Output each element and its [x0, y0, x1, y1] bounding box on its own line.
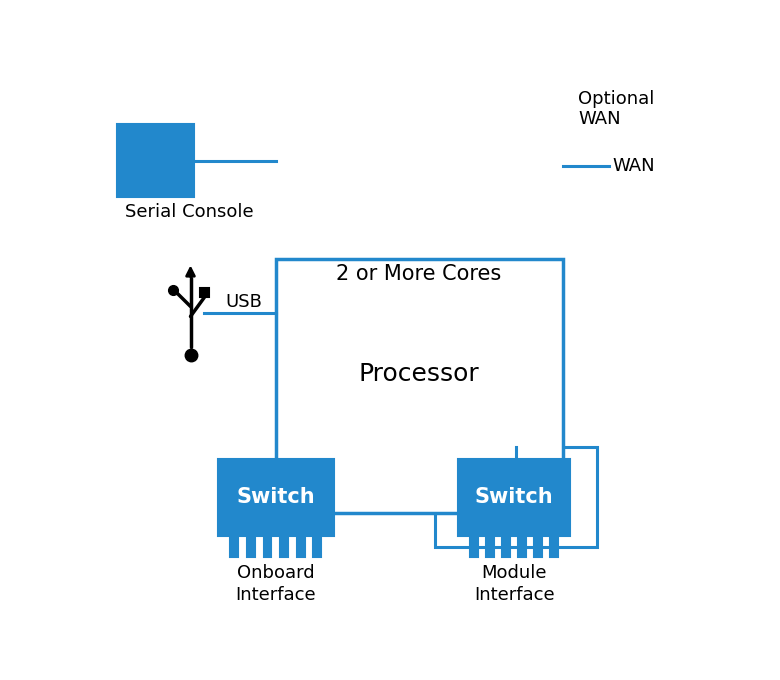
Bar	[280, 536, 288, 558]
Text: Optional
WAN: Optional WAN	[578, 90, 654, 128]
Bar	[434, 447, 597, 547]
Bar	[117, 124, 194, 197]
Text: Onboard
Interface: Onboard Interface	[236, 564, 316, 604]
Bar	[470, 536, 478, 558]
Text: Switch: Switch	[475, 488, 553, 507]
Bar	[230, 536, 238, 558]
Text: Serial Console: Serial Console	[125, 203, 254, 221]
Text: Module
Interface: Module Interface	[473, 564, 555, 604]
Text: 2 or More Cores: 2 or More Cores	[336, 264, 502, 284]
Bar	[314, 536, 321, 558]
Bar	[486, 536, 494, 558]
Bar	[218, 459, 334, 536]
Text: WAN: WAN	[613, 157, 655, 175]
Bar	[518, 536, 526, 558]
Bar	[534, 536, 542, 558]
Bar	[296, 536, 304, 558]
Bar	[264, 536, 271, 558]
Bar	[502, 536, 510, 558]
Bar	[458, 459, 570, 536]
Bar	[200, 288, 209, 297]
Bar	[247, 536, 255, 558]
Text: Switch: Switch	[236, 488, 315, 507]
Bar	[551, 536, 558, 558]
Text: Processor: Processor	[359, 362, 480, 386]
Text: USB: USB	[225, 293, 262, 311]
Bar	[276, 258, 562, 513]
